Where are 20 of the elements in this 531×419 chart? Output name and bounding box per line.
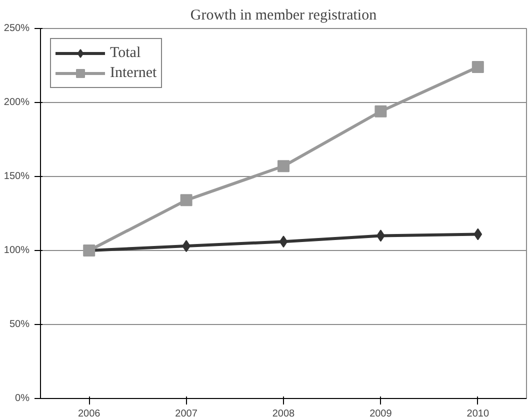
point — [474, 228, 482, 240]
x-tick-label: 2009 — [370, 408, 392, 419]
y-tick-label: 150% — [4, 171, 30, 182]
point — [279, 236, 288, 248]
chart-title: Growth in member registration — [190, 8, 378, 24]
point — [278, 160, 290, 172]
point — [374, 105, 387, 118]
x-tick-label: 2010 — [466, 408, 490, 419]
legend-label: Internet — [110, 64, 157, 82]
y-tick-label: 0% — [15, 393, 30, 404]
x-tick-label: 2007 — [175, 408, 198, 419]
legend-label: Total — [110, 44, 141, 62]
y-tick-label: 50% — [9, 319, 30, 330]
y-tick-label: 250% — [4, 23, 30, 34]
y-tick-label: 100% — [4, 245, 30, 256]
point — [180, 194, 192, 206]
y-tick-label: 200% — [4, 97, 30, 108]
x-tick-label: 2006 — [78, 408, 101, 419]
x-tick-label: 2008 — [272, 408, 296, 419]
point — [472, 60, 484, 73]
